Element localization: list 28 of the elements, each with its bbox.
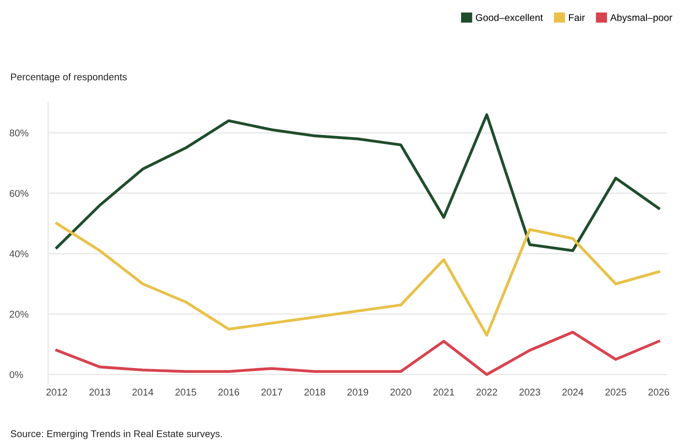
x-tick-label: 2012: [46, 388, 68, 396]
legend-label: Good–excellent: [476, 14, 543, 21]
x-tick-label: 2014: [132, 388, 154, 396]
x-tick-label: 2018: [304, 388, 326, 396]
y-tick-label: 60%: [10, 190, 28, 197]
line-series: [55, 113, 660, 252]
x-tick-label: 2019: [347, 388, 368, 396]
x-tick-label: 2025: [605, 388, 626, 396]
x-tick-label: 2022: [476, 388, 498, 396]
x-tick-label: 2015: [175, 388, 196, 396]
x-tick-label: 2024: [562, 388, 584, 396]
x-tick-label: 2017: [261, 388, 282, 396]
y-tick-label: 40%: [9, 250, 28, 258]
y-tick-label: 80%: [10, 130, 28, 136]
y-axis-title: Percentage of respondents: [11, 73, 127, 82]
x-tick-label: 2013: [89, 388, 110, 396]
x-tick-label: 2023: [519, 388, 540, 396]
legend-label: Abysmal–poor: [610, 14, 672, 23]
legend-label: Fair: [569, 14, 585, 21]
x-tick-label: 2021: [433, 388, 454, 396]
y-tick-label: 20%: [10, 310, 28, 318]
source-note: Source: Emerging Trends in Real Estate surveys.: [10, 430, 222, 440]
x-tick-label: 2026: [648, 388, 670, 396]
line-series: [55, 330, 660, 376]
x-tick-label: 2020: [390, 388, 412, 396]
line-series: [55, 222, 660, 337]
y-tick-label: 0%: [10, 371, 23, 378]
x-tick-label: 2016: [218, 388, 240, 396]
